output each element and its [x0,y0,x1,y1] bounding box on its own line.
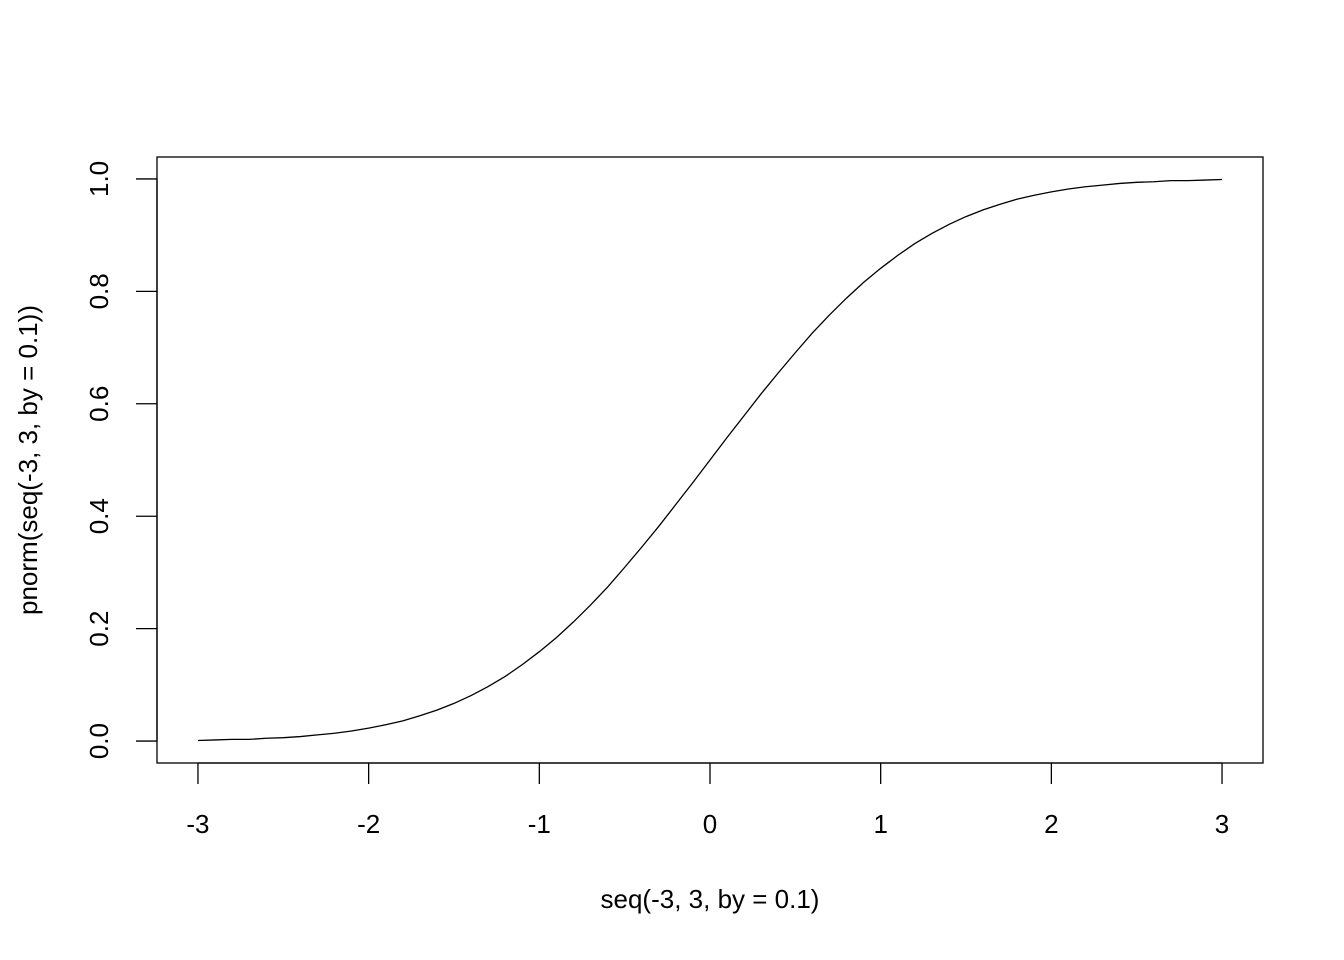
x-tick-label: -2 [357,809,380,839]
y-tick-label: 0.0 [84,723,114,759]
y-tick-label: 0.4 [84,498,114,534]
x-tick-label: -3 [186,809,209,839]
y-axis-title: pnorm(seq(-3, 3, by = 0.1)) [13,305,43,615]
y-tick-label: 1.0 [84,161,114,197]
x-tick-label: 2 [1044,809,1058,839]
x-axis-title: seq(-3, 3, by = 0.1) [601,884,820,914]
x-tick-label: 1 [873,809,887,839]
x-tick-label: -1 [528,809,551,839]
x-tick-label: 3 [1215,809,1229,839]
y-tick-label: 0.8 [84,273,114,309]
x-tick-label: 0 [703,809,717,839]
data-line [197,178,1223,742]
y-tick-label: 0.6 [84,386,114,422]
y-tick-label: 0.2 [84,611,114,647]
